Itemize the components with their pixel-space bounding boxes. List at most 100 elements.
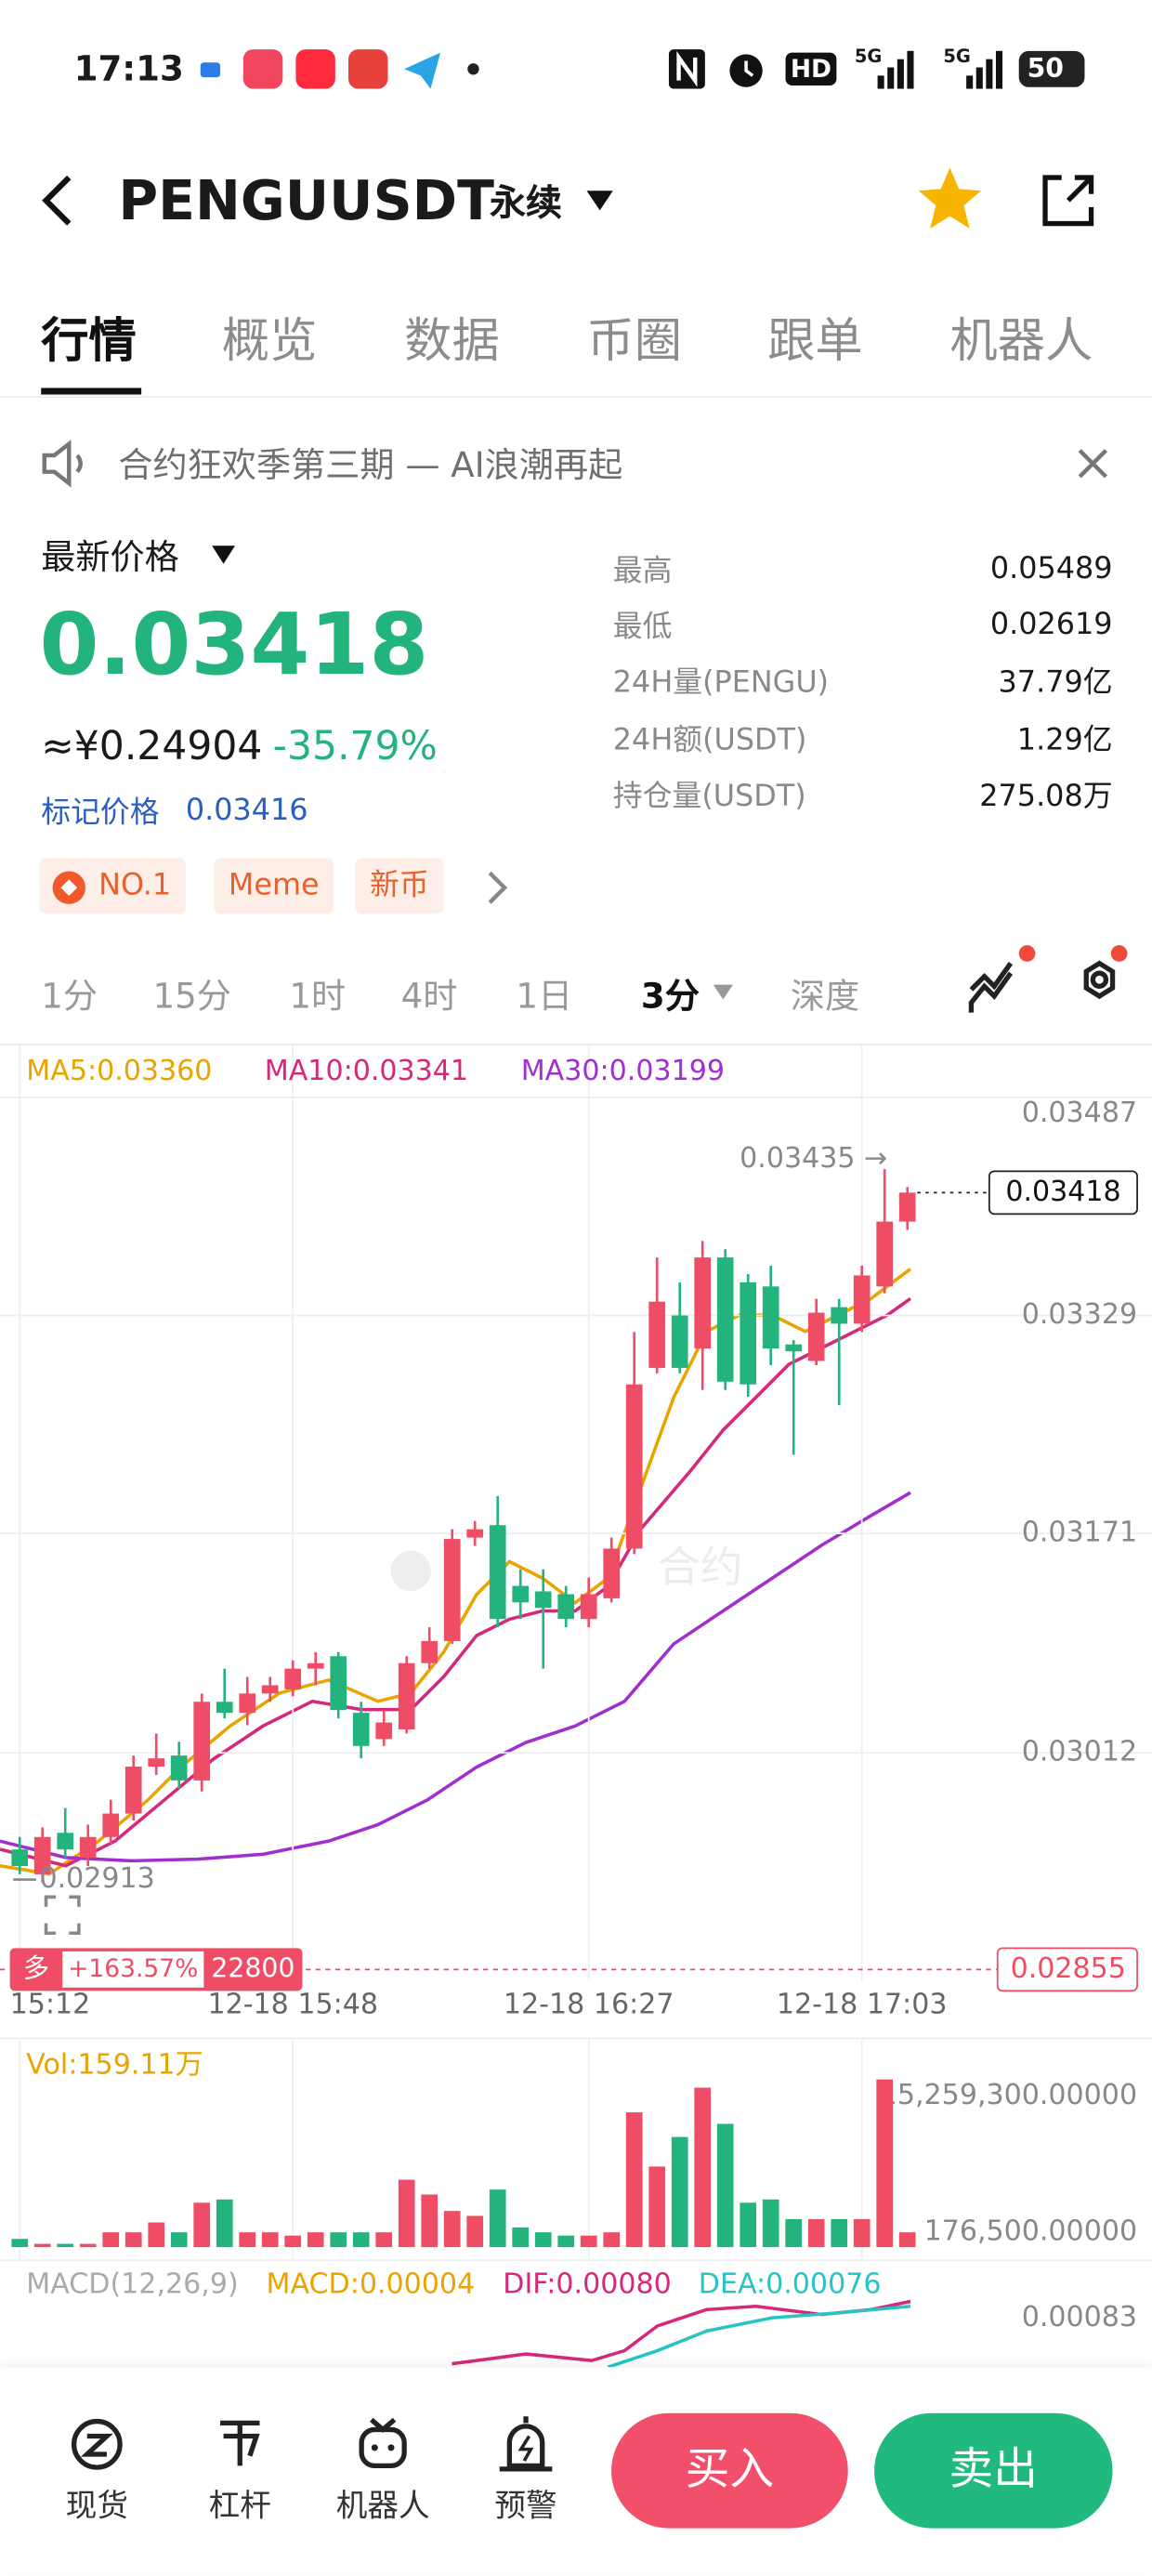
volume-bar — [625, 2112, 643, 2248]
stat-value: 37.79亿 — [998, 665, 1113, 701]
candle-body — [671, 1315, 688, 1368]
volume-bar — [557, 2235, 575, 2248]
candle-body — [762, 1286, 779, 1349]
low-marker: 0.02913 — [39, 1862, 154, 1895]
mark-price-label[interactable]: 标记价格 — [41, 795, 160, 831]
x-tick-label: 15:12 — [10, 1989, 91, 2021]
stat-value: 275.08万 — [979, 779, 1113, 814]
favorite-star[interactable] — [914, 164, 987, 233]
interval[interactable]: 深度 — [790, 976, 860, 1017]
settings-button[interactable] — [1056, 940, 1138, 1022]
y-tick-label: 0.03487 — [1022, 1097, 1137, 1129]
candle-body — [170, 1755, 188, 1781]
interval[interactable]: 1时 — [289, 976, 347, 1017]
candle-body — [580, 1594, 597, 1620]
interval[interactable]: 1分 — [41, 976, 98, 1017]
volume-bar — [603, 2232, 621, 2248]
macd-axis-label: 0.00083 — [1021, 2301, 1138, 2334]
ma-legend: MA5:0.03360 — [26, 1055, 213, 1089]
tab[interactable]: 数据 — [404, 312, 500, 369]
volume-bar — [831, 2219, 848, 2248]
interval[interactable]: 15分 — [152, 976, 231, 1017]
stat-value: 0.05489 — [989, 551, 1113, 586]
candle-body — [57, 1833, 74, 1850]
nav-item[interactable]: 预警 — [494, 2488, 557, 2525]
close-notice[interactable] — [1077, 447, 1109, 480]
volume-bar — [466, 2215, 484, 2248]
volume-bar — [648, 2166, 666, 2248]
sell-button[interactable]: 卖出 — [874, 2412, 1113, 2529]
contract-type[interactable]: 永续 — [490, 184, 562, 226]
volume-bar — [853, 2219, 871, 2248]
macd-value: MACD:0.00004 — [266, 2268, 476, 2302]
stat-label: 24H额(USDT) — [612, 723, 807, 758]
position-pnl-bg — [62, 1951, 204, 1988]
candle-body — [193, 1702, 211, 1781]
more-tags[interactable] — [483, 870, 509, 906]
tab[interactable]: 行情 — [41, 312, 137, 369]
candle-body — [33, 1836, 51, 1874]
candle-body — [716, 1257, 734, 1382]
candle-body — [443, 1539, 461, 1641]
volume-bar — [216, 2199, 233, 2248]
symbol[interactable]: PENGUUSDT — [118, 168, 494, 233]
interval[interactable]: 3分 — [640, 976, 700, 1017]
signal-bars — [877, 50, 1003, 89]
last-price: 0.03418 — [39, 597, 429, 696]
volume-bar — [876, 2079, 894, 2248]
divider — [0, 396, 1152, 399]
volume-bar — [443, 2211, 461, 2248]
price-label[interactable]: 最新价格 — [41, 537, 179, 577]
battery: 50 — [1018, 50, 1085, 87]
volume-bar — [33, 2243, 51, 2248]
tab[interactable]: 币圈 — [586, 312, 683, 369]
candle-body — [216, 1702, 233, 1714]
status-indicator: HD — [785, 52, 837, 85]
back-button[interactable] — [33, 171, 82, 230]
tag[interactable]: Meme — [213, 858, 334, 914]
expand-icon[interactable] — [44, 1895, 81, 1935]
candle-body — [261, 1685, 279, 1694]
tab[interactable]: 机器人 — [949, 312, 1093, 369]
position-pnl: +163.57% — [68, 1954, 198, 1983]
position-qty: 22800 — [211, 1952, 295, 1983]
buy-button[interactable]: 买入 — [611, 2412, 848, 2529]
stat-value: 1.29亿 — [1016, 723, 1113, 758]
volume-bar — [352, 2232, 370, 2248]
volume-bar — [421, 2194, 439, 2248]
position-side: 多 — [23, 1952, 49, 1983]
y-tick-label: 0.03012 — [1022, 1736, 1137, 1768]
stat-label: 持仓量(USDT) — [612, 779, 806, 814]
kline-chart: ● 合约 0.03487 0.03329 0.03171 0.03012 15:12 12-… — [0, 1045, 1152, 2369]
interval[interactable]: 1日 — [516, 976, 573, 1017]
indicator-button[interactable] — [962, 940, 1043, 1022]
x-tick-label: 12-18 17:03 — [777, 1989, 948, 2021]
dea-line — [607, 2305, 911, 2369]
nav-item[interactable]: 机器人 — [335, 2488, 430, 2525]
volume-bar — [124, 2232, 142, 2248]
candle-body — [284, 1668, 302, 1689]
volume-bar — [239, 2232, 256, 2248]
dropdown-arrow[interactable] — [583, 188, 616, 214]
tab[interactable]: 跟单 — [767, 312, 863, 369]
tag[interactable]: 新币 — [355, 858, 444, 914]
candle-body — [603, 1548, 621, 1598]
volume-bar — [170, 2232, 188, 2248]
tab[interactable]: 概览 — [221, 312, 318, 369]
cny-price: ≈¥0.24904 — [41, 723, 263, 769]
nav-item[interactable]: 现货 — [65, 2488, 128, 2525]
volume-bar — [330, 2232, 347, 2248]
stat-label: 最高 — [612, 554, 673, 589]
candle-body — [807, 1312, 825, 1361]
share-button[interactable] — [1035, 167, 1101, 233]
volume-bar — [11, 2239, 29, 2248]
stat-value: 0.02619 — [989, 607, 1113, 642]
notice-text[interactable]: 合约狂欢季第三期 — AI浪潮再起 — [118, 445, 623, 485]
dropdown-arrow — [212, 545, 235, 564]
position-price-box — [996, 1947, 1138, 1992]
nav-item[interactable]: 杠杆 — [208, 2488, 271, 2525]
interval[interactable]: 4时 — [400, 976, 458, 1017]
x-tick-label: 12-18 16:27 — [504, 1989, 674, 2021]
